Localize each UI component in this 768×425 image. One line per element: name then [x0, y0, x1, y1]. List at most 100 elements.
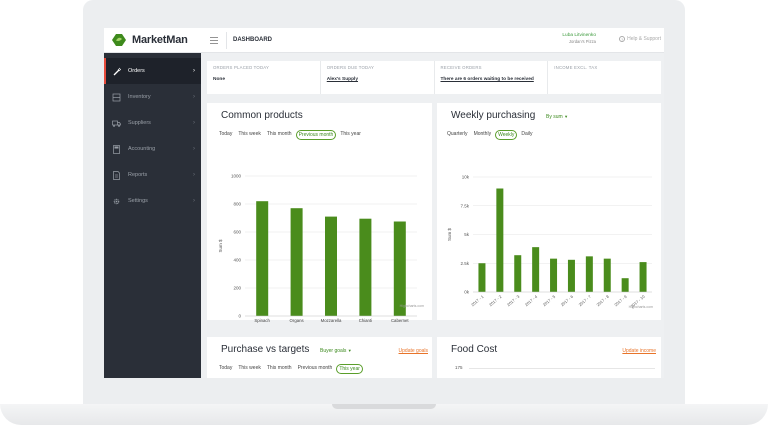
purchase-targets-card: Purchase vs targets Buyer goals ▼ Update…: [207, 337, 432, 378]
y-tick-label: 800: [233, 202, 241, 207]
period-tabs: Today This week This month Previous month Th…: [217, 364, 365, 374]
calculator-icon: [113, 144, 120, 154]
bar: [393, 221, 406, 316]
caret-down-icon: ▼: [347, 348, 352, 353]
x-tick-label: Mozzarella: [321, 318, 342, 323]
tab-this-month[interactable]: This month: [266, 131, 292, 137]
tab-monthly[interactable]: Monthly: [473, 131, 492, 137]
y-tick-label: 0k: [464, 290, 470, 295]
x-tick-label: Chianti: [359, 318, 372, 323]
reports-icon: [113, 170, 120, 180]
card-title: Purchase vs targets: [221, 344, 310, 355]
x-tick-label-line: Mozzarella: [321, 318, 342, 323]
y-tick-label: 400: [233, 258, 241, 263]
stat-header: INCOME EXCL. TAX: [554, 65, 598, 70]
x-tick-label: 2017 - 1: [470, 293, 485, 307]
gear-icon: [113, 198, 120, 204]
sidebar-item-label: Reports: [128, 172, 148, 178]
update-income-link[interactable]: Update income: [622, 348, 656, 354]
weekly-purchasing-card: Weekly purchasing By sum ▼ Quarterly Mont…: [437, 103, 661, 320]
orders-due-link[interactable]: Alex's Supply: [326, 77, 359, 82]
y-axis-label: Sum $: [218, 239, 223, 253]
x-tick-label: Spinach: [254, 318, 270, 323]
sum-selector[interactable]: By sum ▼: [546, 114, 568, 120]
y-tick-label: 600: [233, 230, 241, 235]
top-bar: DASHBOARD Luba Litvinenko Jordan's Pizza…: [201, 28, 664, 53]
sidebar-item-label: Accounting: [128, 146, 156, 152]
chevron-right-icon: ›: [193, 172, 195, 178]
hamburger-menu-icon[interactable]: [210, 37, 218, 44]
y-axis-label: Sum $: [447, 228, 452, 242]
stat-value: None: [213, 77, 225, 82]
bar: [359, 218, 372, 316]
sidebar-item-reports[interactable]: Reports ›: [104, 162, 201, 188]
help-support-link[interactable]: ? Help & Support: [619, 36, 661, 42]
tab-weekly[interactable]: Weekly: [495, 130, 518, 140]
sidebar-item-label: Orders: [128, 68, 145, 74]
selector-label: By sum: [546, 114, 563, 120]
chevron-right-icon: ›: [193, 120, 195, 126]
stat-income: INCOME EXCL. TAX: [548, 61, 661, 94]
buyer-goals-selector[interactable]: Buyer goals ▼: [320, 348, 352, 354]
bar: [639, 262, 647, 292]
page-title: DASHBOARD: [233, 37, 272, 43]
card-title: Weekly purchasing: [451, 110, 536, 121]
tab-previous-month[interactable]: Previous month: [295, 130, 337, 140]
tab-this-week[interactable]: This week: [238, 131, 261, 137]
tab-this-month[interactable]: This month: [266, 365, 292, 371]
tab-daily[interactable]: Daily: [521, 131, 533, 137]
x-tick-label: OrgansMixed Greens: [283, 318, 310, 323]
update-goals-link[interactable]: Update goals: [398, 348, 428, 354]
tab-previous-month[interactable]: Previous month: [297, 365, 333, 371]
stat-header: RECEIVE ORDERS: [440, 65, 482, 70]
food-cost-tick: 175: [455, 365, 463, 370]
tab-this-year[interactable]: This year: [336, 364, 363, 374]
brand-name: MarketMan: [132, 34, 188, 46]
user-menu[interactable]: Luba Litvinenko Jordan's Pizza: [562, 33, 596, 44]
x-tick-label: 2017 - 5: [542, 293, 557, 307]
card-title: Common products: [221, 110, 303, 121]
y-tick-label: 200: [233, 286, 241, 291]
tab-today[interactable]: Today: [219, 131, 233, 137]
x-tick-label-line: Chianti: [359, 318, 372, 323]
chart-credits: Highcharts.com: [399, 304, 424, 308]
sidebar-item-inventory[interactable]: Inventory ›: [104, 84, 201, 110]
sidebar-item-accounting[interactable]: Accounting ›: [104, 136, 201, 162]
food-cost-gridline: [469, 368, 655, 369]
x-tick-label: 2017 - 9: [613, 293, 628, 307]
tab-this-year[interactable]: This year: [340, 131, 361, 137]
caret-down-icon: ▼: [564, 114, 569, 119]
laptop-notch: [332, 404, 436, 409]
app-screen: MarketMan Orders › Inventory › Suppliers › Acc…: [104, 28, 664, 378]
chevron-right-icon: ›: [193, 68, 195, 74]
y-tick-label: 7.5k: [460, 203, 469, 208]
x-tick-label: 2017 - 3: [506, 293, 521, 307]
stat-receive-orders: RECEIVE ORDERS There are 6 orders waitin…: [435, 61, 549, 94]
y-tick-label: 0: [238, 314, 241, 319]
brand[interactable]: MarketMan: [104, 28, 201, 53]
tab-this-week[interactable]: This week: [238, 365, 261, 371]
y-tick-label: 2.5k: [460, 261, 469, 266]
bar: [256, 201, 269, 316]
x-tick-label-line: Spinach: [254, 318, 270, 323]
tab-quarterly[interactable]: Quarterly: [447, 131, 468, 137]
laptop-base: [0, 404, 768, 425]
chevron-right-icon: ›: [193, 198, 195, 204]
inventory-icon: [112, 93, 121, 101]
sidebar-item-settings[interactable]: Settings ›: [104, 188, 201, 214]
tab-today[interactable]: Today: [219, 365, 233, 371]
stat-orders-placed: ORDERS PLACED TODAY None: [207, 61, 321, 94]
sidebar-item-suppliers[interactable]: Suppliers ›: [104, 110, 201, 136]
x-tick-label-line: Organs: [290, 318, 304, 323]
bar: [567, 259, 575, 292]
carrot-icon: [113, 67, 121, 75]
stat-orders-due: ORDERS DUE TODAY Alex's Supply: [321, 61, 435, 94]
receive-orders-link[interactable]: There are 6 orders waiting to be receive…: [440, 77, 534, 82]
stats-strip: ORDERS PLACED TODAY None ORDERS DUE TODA…: [207, 61, 661, 94]
x-tick-label: 2017 - 2: [488, 293, 503, 307]
sidebar: MarketMan Orders › Inventory › Suppliers › Acc…: [104, 28, 201, 378]
chevron-right-icon: ›: [193, 94, 195, 100]
sidebar-item-orders[interactable]: Orders ›: [104, 58, 201, 84]
x-tick-label: CabernetSauvignon: [390, 318, 411, 323]
bar: [478, 263, 486, 292]
